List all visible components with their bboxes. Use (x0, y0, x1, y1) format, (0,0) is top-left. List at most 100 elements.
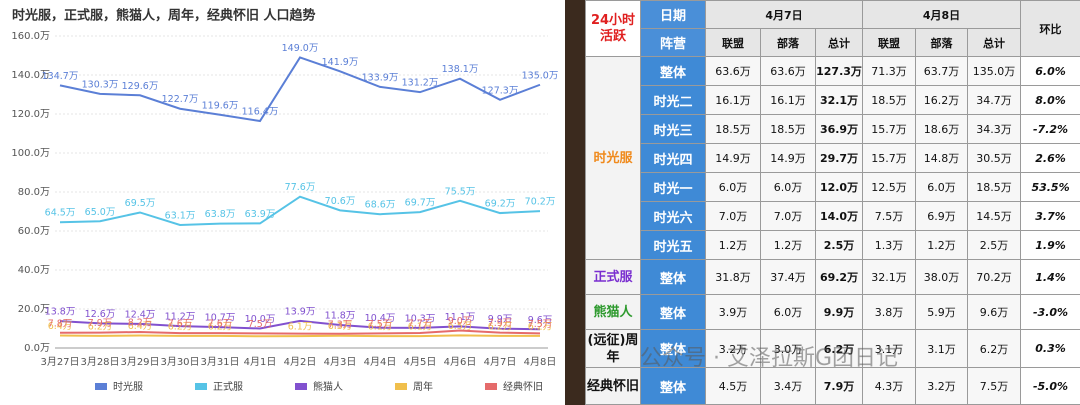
data-cell: 63.6万 (760, 56, 816, 86)
data-label: 129.6万 (122, 81, 159, 92)
series-line (59, 56, 541, 123)
row-label: 时光四 (640, 143, 706, 173)
data-cell: 69.2万 (814, 259, 864, 295)
data-label: 7.5万 (368, 319, 393, 330)
data-label: 13.9万 (285, 306, 316, 317)
data-cell: 14.0万 (814, 201, 864, 231)
column-header: 总计 (814, 28, 864, 57)
data-cell: 6.0万 (760, 294, 816, 330)
row-label: 整体 (640, 329, 706, 368)
data-cell: 36.9万 (814, 114, 864, 144)
row-label: 整体 (640, 259, 706, 295)
data-cell: 18.5万 (967, 172, 1022, 202)
x-tick-label: 3月29日 (120, 356, 159, 368)
data-cell: 37.4万 (760, 259, 816, 295)
y-tick-label: 140.0万 (11, 70, 50, 81)
data-cell: 70.2万 (967, 259, 1022, 295)
x-tick-label: 4月5日 (404, 356, 437, 368)
legend-swatch (95, 383, 107, 390)
data-cell: 14.9万 (760, 143, 816, 173)
legend-label: 经典怀旧 (503, 380, 543, 393)
data-label: 6.5万 (448, 321, 473, 332)
data-label: 12.4万 (125, 309, 156, 320)
data-cell: 3.8万 (862, 294, 917, 330)
data-label: 130.3万 (82, 79, 119, 90)
data-cell: 9.6万 (967, 294, 1022, 330)
data-cell: 6.0万 (760, 172, 816, 202)
y-tick-label: 100.0万 (11, 148, 50, 159)
data-label: 138.1万 (442, 64, 479, 75)
data-cell: -5.0% (1020, 367, 1080, 405)
data-cell: 6.9万 (915, 201, 969, 231)
data-cell: 4.3万 (862, 367, 917, 405)
data-cell: 1.9% (1020, 230, 1080, 260)
data-cell: 6.2万 (967, 329, 1022, 368)
data-cell: 32.1万 (814, 85, 864, 115)
row-label: 时光二 (640, 85, 706, 115)
data-cell: 4.5万 (705, 367, 761, 405)
data-label: 131.2万 (402, 78, 439, 89)
data-cell: 38.0万 (915, 259, 969, 295)
data-label: 133.9万 (362, 72, 399, 83)
row-label: 时光五 (640, 230, 706, 260)
data-label: 64.5万 (45, 208, 76, 219)
data-row: 正式服 整体 31.8万 37.4万 69.2万 32.1万 38.0万 70.2万 1.4% (585, 259, 1080, 295)
data-cell: 2.6% (1020, 143, 1080, 173)
header-row: 24小时活跃 日期 4月7日 4月8日 环比 (585, 0, 1080, 57)
x-tick-label: 4月6日 (444, 356, 477, 368)
group-cell: (远征)周年 (585, 329, 641, 368)
data-label: 70.6万 (325, 196, 356, 207)
y-tick-label: 120.0万 (11, 109, 50, 120)
data-label: 13.8万 (45, 307, 76, 318)
data-cell: 63.6万 (705, 56, 761, 86)
group-cell: 时光服 (585, 56, 641, 260)
data-label: 69.5万 (125, 198, 156, 209)
data-cell: 2.5万 (967, 230, 1022, 260)
legend-swatch (395, 383, 407, 390)
data-label: 119.6万 (202, 100, 239, 111)
data-row: 时光二 16.1万 16.1万 32.1万 18.5万 16.2万 34.7万 8.0% (586, 85, 1080, 115)
data-label: 65.0万 (85, 207, 116, 218)
data-cell: 32.1万 (862, 259, 917, 295)
data-cell: 6.2万 (814, 329, 864, 368)
x-tick-label: 3月28日 (80, 356, 119, 368)
x-tick-label: 3月31日 (200, 356, 239, 368)
column-header: 联盟 (705, 28, 761, 57)
data-cell: 3.7% (1020, 201, 1080, 231)
y-tick-label: 60.0万 (18, 226, 50, 237)
data-label: 8.2万 (128, 318, 153, 329)
data-label: 69.7万 (405, 198, 436, 209)
corner-cell: 24小时活跃 (585, 0, 641, 57)
legend-label: 正式服 (213, 380, 243, 393)
data-label: 6.1万 (408, 322, 433, 333)
group-cell: 熊猫人 (585, 294, 641, 330)
date-header: 4月8日 (862, 0, 1022, 29)
x-tick-label: 4月2日 (284, 356, 317, 368)
y-tick-label: 40.0万 (18, 265, 50, 276)
data-label: 69.2万 (485, 199, 516, 210)
data-cell: 2.5万 (814, 230, 864, 260)
data-row: 熊猫人 整体 3.9万 6.0万 9.9万 3.8万 5.9万 9.6万 -3.0% (585, 294, 1080, 330)
series-line (59, 319, 541, 331)
x-tick-label: 3月30日 (160, 356, 199, 368)
x-tick-label: 4月8日 (524, 356, 557, 368)
group-cell: 正式服 (585, 259, 641, 295)
row-label: 整体 (640, 56, 706, 86)
data-label: 68.6万 (365, 200, 396, 211)
data-cell: 18.5万 (862, 85, 917, 115)
data-label: 10.3万 (405, 313, 436, 324)
data-cell: 34.7万 (967, 85, 1022, 115)
data-label: 6.1万 (288, 322, 313, 333)
data-label: 77.6万 (285, 182, 316, 193)
chart-title: 时光服，正式服，熊猫人，周年，经典怀旧 人口趋势 (12, 8, 316, 24)
x-tick-label: 3月27日 (40, 356, 79, 368)
data-label: 141.9万 (322, 57, 359, 68)
data-cell: -7.2% (1020, 114, 1080, 144)
series-line (59, 329, 541, 335)
group-cell: 经典怀旧 (585, 367, 641, 405)
date-header: 4月7日 (704, 0, 864, 29)
data-label: 7.5万 (528, 319, 553, 330)
data-label: 10.4万 (365, 313, 396, 324)
data-label: 75.5万 (445, 186, 476, 197)
data-label: 7.6万 (208, 319, 233, 330)
